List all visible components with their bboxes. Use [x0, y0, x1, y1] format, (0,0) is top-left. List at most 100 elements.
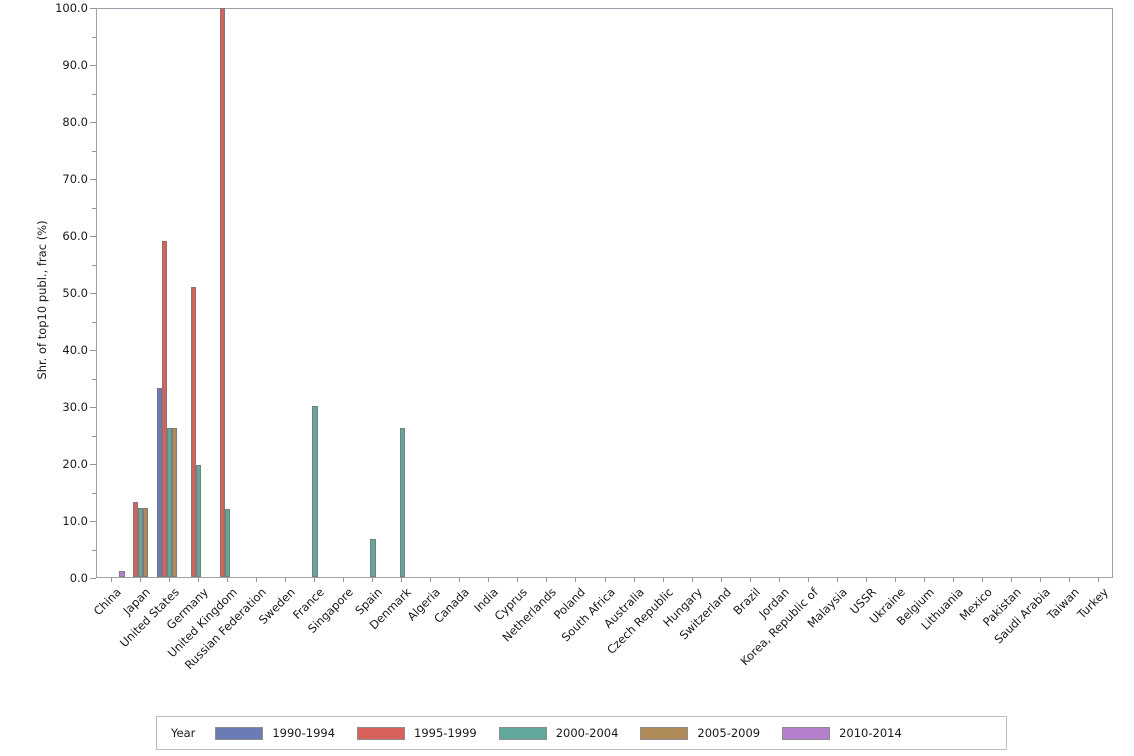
x-tick-mark: [1098, 578, 1100, 582]
legend-title: Year: [171, 726, 196, 740]
y-minor-tick-mark: [92, 492, 96, 494]
legend-entries: 1990-1994 1995-1999 2000-2004 2005-2009 2010…: [215, 726, 923, 740]
legend-label: 2010-2014: [839, 726, 902, 740]
x-tick-mark: [953, 578, 955, 582]
legend: Year 1990-1994 1995-1999 2000-2004 2005-200…: [156, 716, 1007, 750]
x-tick-label: Taiwan: [1044, 585, 1083, 623]
y-tick-label: 70.0: [62, 172, 88, 186]
y-tick-mark: [90, 407, 96, 408]
y-tick-label: 60.0: [62, 229, 88, 243]
y-minor-tick-mark: [92, 264, 96, 266]
y-minor-tick-mark: [92, 207, 96, 209]
y-tick-label: 0.0: [69, 571, 88, 585]
y-tick-mark: [90, 521, 96, 522]
y-minor-tick-mark: [92, 36, 96, 38]
y-tick-mark: [90, 179, 96, 180]
bar: [190, 286, 197, 577]
bar: [132, 502, 138, 577]
legend-swatch: [498, 726, 547, 740]
legend-swatch: [782, 726, 831, 740]
x-tick-mark: [807, 578, 809, 582]
y-tick-label: 100.0: [55, 1, 88, 15]
bar: [137, 508, 144, 577]
y-tick-mark: [90, 464, 96, 465]
x-tick-mark: [488, 578, 490, 582]
legend-swatch: [215, 726, 264, 740]
y-tick-label: 50.0: [62, 286, 88, 300]
y-minor-tick-mark: [92, 150, 96, 152]
y-tick-label: 20.0: [62, 457, 88, 471]
x-tick-mark: [836, 578, 838, 582]
bar: [370, 539, 376, 577]
y-tick-mark: [90, 578, 96, 579]
legend-swatch: [640, 726, 689, 740]
x-tick-mark: [226, 578, 228, 582]
x-tick-label: China: [90, 585, 124, 619]
legend-entry[interactable]: 1990-1994: [215, 726, 335, 740]
x-tick-mark: [546, 578, 548, 582]
x-tick-mark: [1040, 578, 1042, 582]
x-tick-mark: [430, 578, 432, 582]
y-tick-mark: [90, 122, 96, 123]
bar: [161, 241, 168, 577]
y-tick-label: 10.0: [62, 514, 88, 528]
x-tick-mark: [662, 578, 664, 582]
y-tick-mark: [90, 350, 96, 351]
y-minor-tick-mark: [92, 549, 96, 551]
bars-layer: [97, 7, 1112, 577]
x-tick-mark: [866, 578, 867, 582]
legend-entry[interactable]: 1995-1999: [357, 726, 477, 740]
x-tick-mark: [401, 578, 403, 582]
legend-entry[interactable]: 2010-2014: [782, 726, 902, 740]
x-tick-mark: [313, 578, 315, 582]
x-tick-mark: [895, 578, 897, 582]
y-minor-tick-mark: [92, 93, 96, 95]
legend-swatch: [357, 726, 406, 740]
x-tick-mark: [168, 578, 170, 582]
x-tick-label: Turkey: [1074, 585, 1112, 622]
x-tick-mark: [575, 578, 577, 582]
x-tick-mark: [139, 578, 141, 582]
x-tick-mark: [1011, 578, 1013, 582]
x-tick-mark: [778, 578, 780, 582]
bar: [219, 7, 226, 577]
x-tick-mark: [517, 578, 519, 582]
x-tick-mark: [604, 578, 606, 582]
y-axis-label: Shr. of top10 publ., frac (%): [35, 220, 49, 380]
y-tick-mark: [90, 8, 96, 9]
x-tick-mark: [197, 578, 199, 582]
x-tick-mark: [982, 578, 984, 582]
x-tick-mark: [372, 578, 374, 582]
y-tick-label: 30.0: [62, 400, 88, 414]
y-tick-label: 80.0: [62, 115, 88, 129]
legend-entry[interactable]: 2000-2004: [498, 726, 619, 740]
legend-label: 1995-1999: [414, 726, 477, 740]
y-tick-label: 90.0: [62, 58, 88, 72]
legend-label: 2005-2009: [697, 726, 761, 740]
x-tick-mark: [342, 578, 344, 582]
bar: [312, 406, 318, 577]
legend-label: 2000-2004: [555, 726, 619, 740]
x-tick-mark: [1069, 578, 1071, 582]
plot-area: [96, 7, 1113, 578]
x-tick-mark: [691, 578, 693, 582]
bar: [196, 465, 202, 577]
x-tick-mark: [720, 578, 722, 582]
legend-entry[interactable]: 2005-2009: [640, 726, 760, 740]
bar: [143, 508, 149, 577]
x-tick-mark: [255, 578, 257, 582]
legend-label: 1990-1994: [272, 726, 336, 740]
x-tick-mark: [924, 578, 926, 582]
x-tick-mark: [459, 578, 461, 582]
x-tick-mark: [633, 578, 635, 582]
x-tick-mark: [284, 578, 286, 582]
y-tick-mark: [90, 236, 96, 237]
bar: [167, 427, 173, 577]
bar: [399, 427, 405, 577]
x-tick-mark: [110, 578, 112, 582]
x-tick-mark: [749, 578, 751, 582]
bar: [156, 387, 162, 577]
y-minor-tick-mark: [92, 321, 96, 323]
y-tick-mark: [90, 65, 96, 66]
